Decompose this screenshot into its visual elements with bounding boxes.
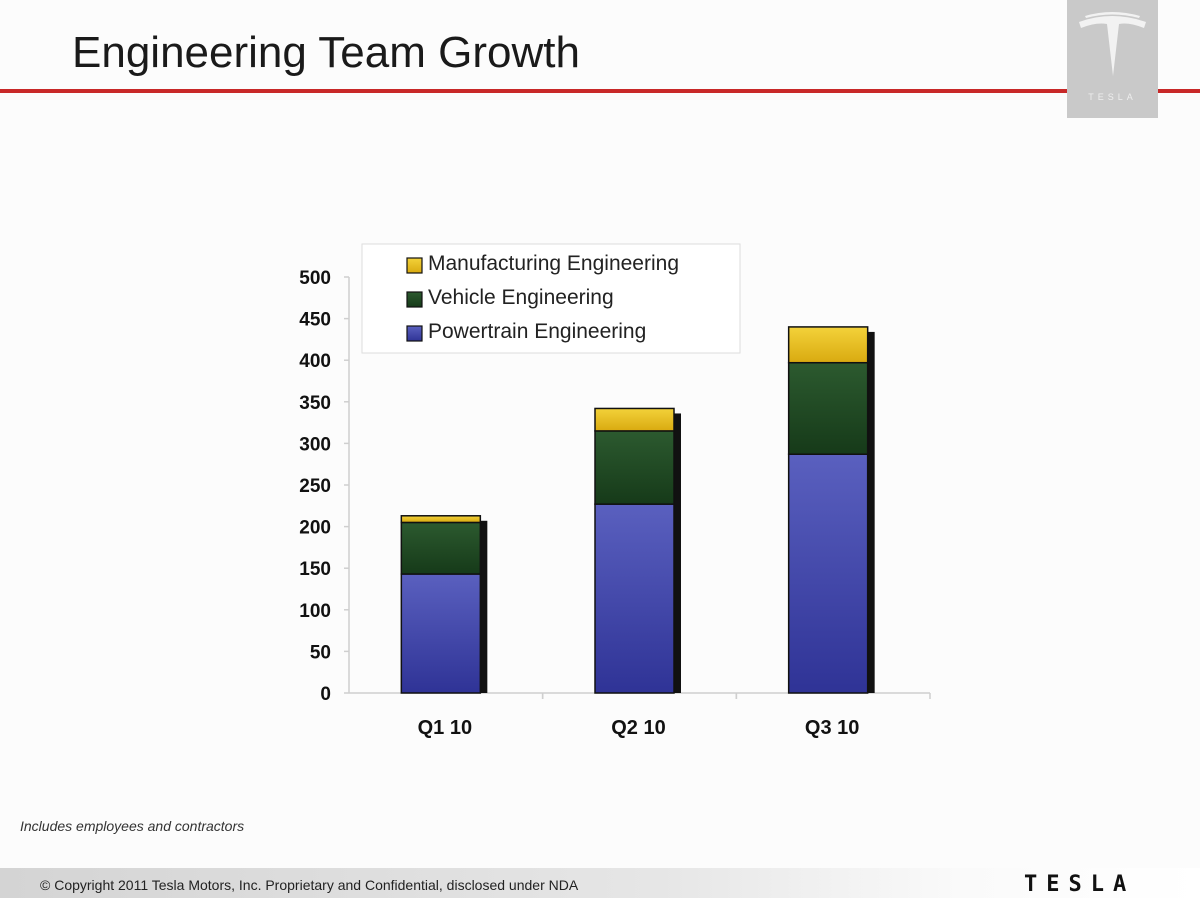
legend-swatch — [406, 325, 423, 342]
y-tick-label: 150 — [299, 559, 331, 580]
y-tick-label: 250 — [299, 476, 331, 497]
x-category-label: Q2 10 — [611, 717, 665, 739]
y-tick-label: 500 — [299, 268, 331, 289]
legend-label: Manufacturing Engineering — [428, 252, 679, 275]
y-tick-label: 100 — [299, 601, 331, 622]
y-tick-label: 0 — [320, 684, 331, 705]
legend — [361, 243, 741, 354]
bar-segment-powertrain-engineering — [787, 453, 869, 694]
y-tick-label: 400 — [299, 351, 331, 372]
bar-segment-powertrain-engineering — [594, 503, 675, 694]
y-tick-label: 200 — [299, 518, 331, 539]
tesla-logo: TESLA — [1067, 0, 1158, 118]
legend-label: Powertrain Engineering — [428, 320, 646, 343]
y-tick-label: 350 — [299, 393, 331, 414]
bar-segment-manufacturing-engineering — [787, 326, 869, 364]
bar-segment-vehicle-engineering — [594, 430, 675, 505]
legend-label: Vehicle Engineering — [428, 286, 614, 309]
title-rule — [0, 89, 1200, 93]
x-category-label: Q3 10 — [805, 717, 859, 739]
tesla-t-icon — [1079, 12, 1146, 76]
bar-segment-powertrain-engineering — [400, 573, 482, 694]
bar-segment-manufacturing-engineering — [400, 515, 482, 524]
y-tick-label: 450 — [299, 310, 331, 331]
slide-title: Engineering Team Growth — [72, 28, 580, 77]
copyright-text: © Copyright 2011 Tesla Motors, Inc. Prop… — [40, 877, 579, 893]
logo-wordmark: TESLA — [1088, 92, 1137, 102]
legend-swatch — [406, 257, 423, 274]
legend-items: Manufacturing Engineering Vehicle Enginee… — [406, 252, 679, 343]
y-tick-label: 300 — [299, 434, 331, 455]
bars — [400, 326, 875, 694]
footer-bar — [0, 868, 1200, 898]
bar-segment-vehicle-engineering — [400, 521, 482, 575]
footnote: Includes employees and contractors — [20, 818, 245, 834]
footer-tesla-logo: TESLA — [1024, 872, 1136, 897]
bar-segment-vehicle-engineering — [787, 361, 869, 455]
x-category-label: Q1 10 — [418, 717, 472, 739]
legend-frame — [361, 243, 741, 354]
y-tick-label: 50 — [310, 642, 331, 663]
bar-segment-manufacturing-engineering — [594, 407, 675, 432]
legend-swatch — [406, 291, 423, 308]
